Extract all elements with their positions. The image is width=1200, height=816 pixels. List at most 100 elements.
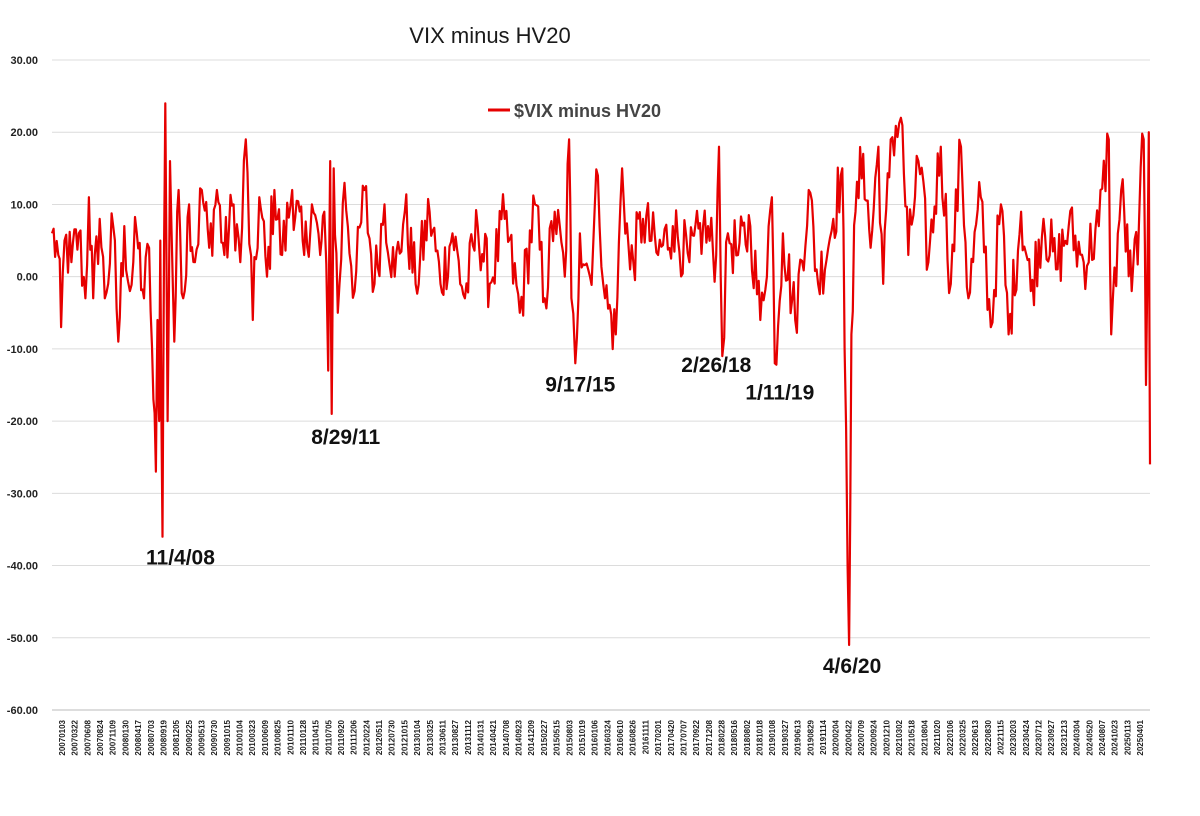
x-tick-label: 20160826 bbox=[629, 719, 638, 755]
x-tick-label: 20130104 bbox=[413, 719, 422, 755]
x-tick-label: 20180516 bbox=[730, 719, 739, 755]
x-tick-label: 20250401 bbox=[1136, 719, 1145, 755]
x-tick-label: 20150515 bbox=[553, 719, 562, 755]
x-tick-label: 20161111 bbox=[641, 719, 650, 754]
x-tick-label: 20201210 bbox=[882, 719, 891, 755]
x-tick-label: 20200204 bbox=[832, 719, 841, 755]
x-axis-ticks: 20070103 20070322 20070608 20070824 20071109… bbox=[58, 719, 1145, 755]
x-tick-label: 20240807 bbox=[1098, 719, 1107, 755]
x-tick-label: 20170201 bbox=[654, 719, 663, 755]
x-tick-label: 20081205 bbox=[172, 719, 181, 755]
annotations-group: 11/4/08 8/29/11 9/17/15 2/26/18 1/11/19 4/6/2… bbox=[146, 354, 881, 678]
x-tick-label: 20090225 bbox=[185, 719, 194, 755]
x-tick-label: 20220325 bbox=[958, 719, 967, 755]
x-tick-label: 20170420 bbox=[667, 719, 676, 755]
x-tick-label: 20210518 bbox=[908, 719, 917, 755]
y-tick-label: 0.00 bbox=[17, 272, 38, 284]
x-tick-label: 20220106 bbox=[946, 719, 955, 755]
x-tick-label: 20071109 bbox=[109, 719, 118, 755]
x-tick-label: 20170922 bbox=[692, 719, 701, 755]
y-tick-label: -40.00 bbox=[7, 561, 38, 573]
x-tick-label: 20200924 bbox=[870, 719, 879, 755]
x-tick-label: 20190613 bbox=[794, 719, 803, 755]
x-tick-label: 20100825 bbox=[274, 719, 283, 755]
x-tick-label: 20080130 bbox=[121, 719, 130, 755]
legend-label: $VIX minus HV20 bbox=[514, 101, 661, 121]
x-tick-label: 20231213 bbox=[1060, 719, 1069, 755]
x-tick-label: 20170707 bbox=[679, 719, 688, 755]
x-tick-label: 20090513 bbox=[198, 719, 207, 755]
x-tick-label: 20160106 bbox=[591, 719, 600, 755]
y-tick-label: 10.00 bbox=[10, 199, 38, 211]
x-tick-label: 20110415 bbox=[312, 719, 321, 755]
x-tick-label: 20200709 bbox=[857, 719, 866, 755]
x-tick-label: 20171208 bbox=[705, 719, 714, 755]
x-tick-label: 20160324 bbox=[603, 719, 612, 755]
x-tick-label: 20240520 bbox=[1085, 719, 1094, 755]
x-tick-label: 20080919 bbox=[159, 719, 168, 755]
x-tick-label: 20190829 bbox=[806, 719, 815, 755]
y-tick-label: -10.00 bbox=[7, 344, 38, 356]
x-tick-label: 20241023 bbox=[1111, 719, 1120, 755]
x-tick-label: 20120224 bbox=[362, 719, 371, 755]
annotation-label: 4/6/20 bbox=[823, 655, 881, 678]
x-tick-label: 20130325 bbox=[426, 719, 435, 755]
chart-title: VIX minus HV20 bbox=[409, 23, 570, 48]
annotation-label: 11/4/08 bbox=[146, 547, 215, 570]
x-tick-label: 20100323 bbox=[248, 719, 257, 755]
x-tick-label: 20100609 bbox=[261, 719, 270, 755]
x-tick-label: 20200422 bbox=[844, 719, 853, 755]
x-tick-label: 20070103 bbox=[58, 719, 67, 755]
y-tick-label: -30.00 bbox=[7, 488, 38, 500]
x-tick-label: 20101110 bbox=[286, 719, 295, 754]
x-tick-label: 20211020 bbox=[933, 719, 942, 755]
x-tick-label: 20130611 bbox=[438, 719, 447, 755]
x-tick-label: 20160610 bbox=[616, 719, 625, 755]
x-tick-label: 20221115 bbox=[996, 719, 1005, 754]
x-tick-label: 20230712 bbox=[1035, 719, 1044, 755]
annotation-label: 2/26/18 bbox=[681, 354, 751, 377]
x-tick-label: 20210302 bbox=[895, 719, 904, 755]
series-line-vix-minus-hv20 bbox=[50, 102, 1152, 647]
x-tick-label: 20230203 bbox=[1009, 719, 1018, 755]
x-tick-label: 20091015 bbox=[223, 719, 232, 755]
x-tick-label: 20230424 bbox=[1022, 719, 1031, 755]
x-tick-label: 20220613 bbox=[971, 719, 980, 755]
x-tick-label: 20191114 bbox=[819, 719, 828, 754]
series-group bbox=[50, 102, 1152, 647]
x-tick-label: 20070322 bbox=[71, 719, 80, 755]
x-tick-label: 20131112 bbox=[464, 719, 473, 754]
annotation-label: 9/17/15 bbox=[545, 373, 615, 396]
y-tick-label: -20.00 bbox=[7, 416, 38, 428]
x-tick-label: 20080703 bbox=[147, 719, 156, 755]
x-tick-label: 20070824 bbox=[96, 719, 105, 755]
x-tick-label: 20080417 bbox=[134, 719, 143, 755]
gridlines bbox=[52, 59, 1150, 711]
x-tick-label: 20150227 bbox=[540, 719, 549, 755]
x-tick-label: 20120730 bbox=[388, 719, 397, 755]
x-tick-label: 20190108 bbox=[768, 719, 777, 755]
x-tick-label: 20140923 bbox=[515, 719, 524, 755]
y-tick-label: 30.00 bbox=[10, 55, 38, 67]
x-tick-label: 20141209 bbox=[527, 719, 536, 755]
x-tick-label: 20210804 bbox=[920, 719, 929, 755]
y-tick-label: -60.00 bbox=[7, 705, 38, 717]
x-tick-label: 20140131 bbox=[477, 719, 486, 755]
y-tick-label: -50.00 bbox=[7, 633, 38, 645]
legend: $VIX minus HV20 bbox=[488, 101, 661, 121]
x-tick-label: 20150803 bbox=[565, 719, 574, 755]
annotation-label: 1/11/19 bbox=[745, 381, 814, 404]
x-tick-label: 20230927 bbox=[1047, 719, 1056, 755]
x-tick-label: 20130827 bbox=[451, 719, 460, 755]
y-axis-ticks: 30.00 20.00 10.00 0.00 -10.00 -20.00 -30.00 -40… bbox=[7, 55, 38, 717]
x-tick-label: 20121015 bbox=[400, 719, 409, 755]
x-tick-label: 20250113 bbox=[1123, 719, 1132, 755]
x-tick-label: 20120511 bbox=[375, 719, 384, 755]
x-tick-label: 20090730 bbox=[210, 719, 219, 755]
x-tick-label: 20100104 bbox=[236, 719, 245, 755]
x-tick-label: 20110920 bbox=[337, 719, 346, 755]
annotation-label: 8/29/11 bbox=[311, 426, 380, 449]
x-tick-label: 20110128 bbox=[299, 719, 308, 755]
x-tick-label: 20151019 bbox=[578, 719, 587, 755]
